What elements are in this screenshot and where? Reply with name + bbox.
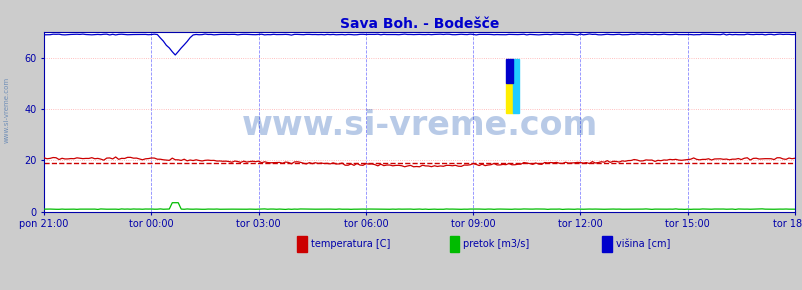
FancyBboxPatch shape xyxy=(505,59,512,83)
Text: pretok [m3/s]: pretok [m3/s] xyxy=(463,239,529,249)
Text: www.si-vreme.com: www.si-vreme.com xyxy=(241,109,597,142)
FancyBboxPatch shape xyxy=(505,83,512,113)
Title: Sava Boh. - Bodešče: Sava Boh. - Bodešče xyxy=(339,17,499,31)
Text: višina [cm]: višina [cm] xyxy=(615,239,670,249)
FancyBboxPatch shape xyxy=(512,59,519,113)
Text: www.si-vreme.com: www.si-vreme.com xyxy=(3,77,10,143)
Text: temperatura [C]: temperatura [C] xyxy=(310,239,390,249)
